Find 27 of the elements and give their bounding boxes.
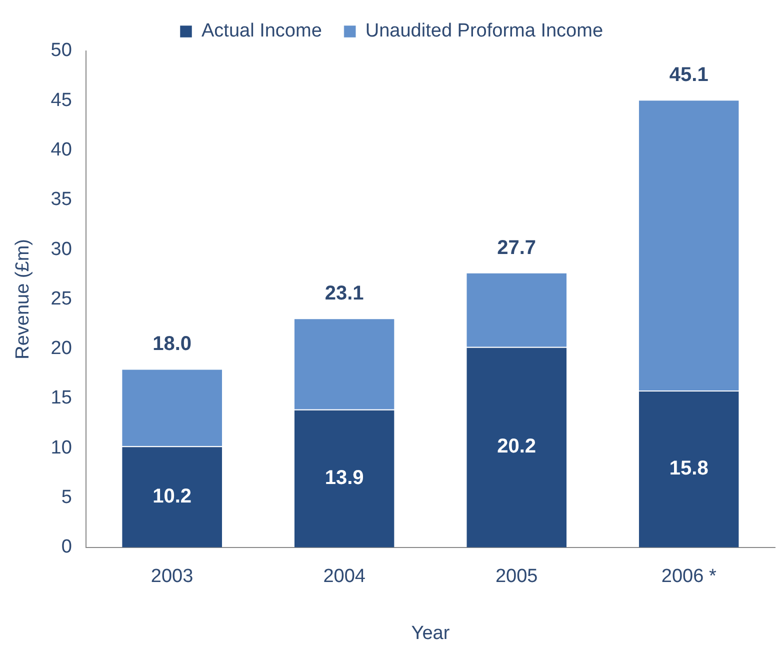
y-tick-label: 30 xyxy=(50,238,72,260)
y-tick-label: 25 xyxy=(50,288,72,310)
x-tick-label: 2003 xyxy=(150,566,194,588)
y-tick-label: 0 xyxy=(61,536,72,558)
y-tick-label: 35 xyxy=(50,189,72,210)
x-axis-title: Year xyxy=(411,622,450,644)
y-tick-label: 50 xyxy=(50,40,72,62)
y-tick-label: 45 xyxy=(50,90,72,111)
total-label: 18.0 xyxy=(152,333,192,356)
y-tick-label: 10 xyxy=(50,437,72,458)
legend-label: Unaudited Proforma Income xyxy=(365,20,604,42)
total-label: 45.1 xyxy=(669,64,708,86)
y-tick-label: 20 xyxy=(50,338,72,360)
y-tick-label: 40 xyxy=(50,140,72,161)
y-tick-label: 15 xyxy=(50,388,72,409)
data-label: 13.9 xyxy=(324,466,364,489)
data-label: 15.8 xyxy=(669,457,708,480)
data-label: 20.2 xyxy=(497,436,536,458)
data-label: 10.2 xyxy=(152,485,192,508)
legend-label: Actual Income xyxy=(201,20,322,42)
total-label: 23.1 xyxy=(324,282,364,305)
x-tick-label: 2005 xyxy=(495,566,538,588)
total-label: 27.7 xyxy=(497,236,536,259)
x-tick-label: 2006 * xyxy=(661,566,717,588)
x-tick-label: 2004 xyxy=(323,566,366,588)
y-tick-label: 5 xyxy=(61,486,72,508)
y-axis-title: Revenue (£m) xyxy=(12,239,34,360)
